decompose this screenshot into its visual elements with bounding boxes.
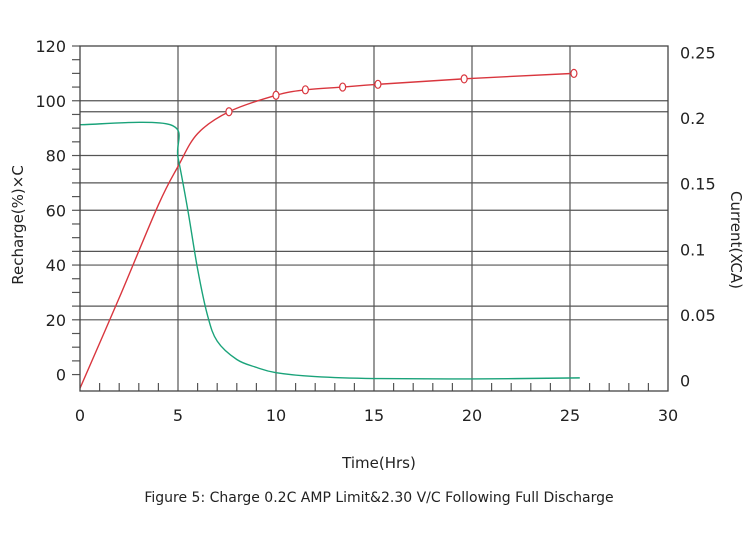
data-point-recharge xyxy=(339,82,347,92)
figure-caption: Figure 5: Charge 0.2C AMP Limit&2.30 V/C… xyxy=(144,490,613,506)
x-axis-label: Time(Hrs) xyxy=(341,454,416,472)
data-point-recharge xyxy=(460,74,468,84)
data-point-recharge xyxy=(272,90,280,100)
ticks: 0 5 10 15 20 25 3002040608010012000.050.10.150… xyxy=(35,37,715,425)
y-right-tick-label: 0.1 xyxy=(680,240,705,259)
data-point-recharge xyxy=(570,68,578,78)
y-left-tick-label: 20 xyxy=(46,311,66,330)
series-line-current xyxy=(79,121,580,380)
y-right-tick-label: 0.15 xyxy=(680,175,716,194)
y-left-tick-label: 40 xyxy=(46,256,66,275)
x-tick-label: 30 xyxy=(658,406,678,425)
data-point-recharge xyxy=(374,79,382,89)
y-left-tick-label: 120 xyxy=(35,37,66,56)
y-right-tick-label: 0 xyxy=(680,372,690,391)
data-point-recharge xyxy=(301,85,309,95)
x-tick-label: 10 xyxy=(266,406,286,425)
series-line-recharge xyxy=(79,72,574,389)
y-left-tick-label: 100 xyxy=(35,92,66,111)
series-lines xyxy=(79,68,580,389)
y-right-tick-label: 0.05 xyxy=(680,306,716,325)
grid xyxy=(80,46,668,391)
y-right-tick-label: 0.25 xyxy=(680,44,716,63)
x-tick-label: 20 xyxy=(462,406,482,425)
y-left-tick-label: 0 xyxy=(56,366,66,385)
data-point-recharge xyxy=(225,107,233,117)
x-tick-label: 5 xyxy=(173,406,183,425)
y-right-tick-label: 0.2 xyxy=(680,109,705,128)
x-tick-label: 0 xyxy=(75,406,85,425)
y-left-tick-label: 80 xyxy=(46,147,66,166)
x-tick-label: 25 xyxy=(560,406,580,425)
left-axis-label: Recharge(%)×C xyxy=(9,165,27,285)
x-tick-label: 15 xyxy=(364,406,384,425)
plot-frame xyxy=(79,45,669,392)
right-axis-label: Current(XCA) xyxy=(727,191,745,289)
y-left-tick-label: 60 xyxy=(46,201,66,220)
